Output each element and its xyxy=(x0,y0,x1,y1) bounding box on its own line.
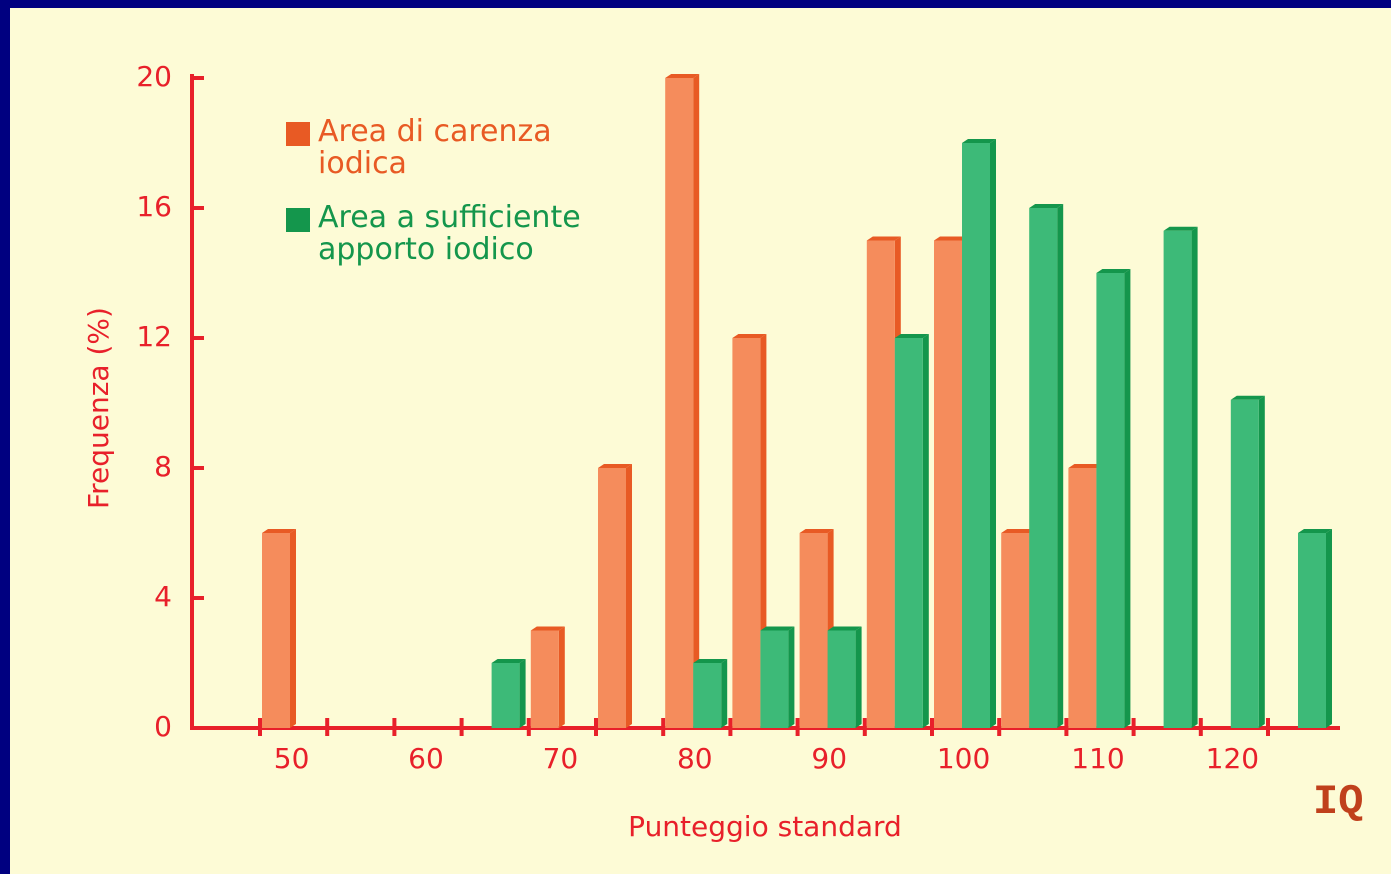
bar-top xyxy=(962,139,996,143)
y-tick-label: 8 xyxy=(154,450,172,483)
bar-side xyxy=(922,334,929,728)
chart: Frequenza (%) Punteggio standard IQ 0 4 8 1… xyxy=(82,60,1363,843)
y-tick-label: 16 xyxy=(136,190,172,223)
bar-side xyxy=(1258,395,1265,728)
legend-label: Area a sufficiente apporto iodico xyxy=(318,200,581,267)
bar xyxy=(894,338,923,728)
bar xyxy=(866,240,895,728)
bar xyxy=(1029,208,1058,728)
bar xyxy=(1068,468,1097,728)
bar-side xyxy=(1191,226,1198,728)
bar xyxy=(665,78,694,728)
bar xyxy=(262,533,290,728)
bar xyxy=(760,630,789,728)
x-tick-label: 90 xyxy=(811,742,847,775)
bar-top xyxy=(732,334,767,338)
bar-top xyxy=(262,529,296,533)
bar xyxy=(934,240,962,728)
bar-side xyxy=(558,626,565,728)
bar-side xyxy=(290,529,296,728)
bar xyxy=(1096,273,1125,728)
bar-top xyxy=(1298,529,1332,533)
bar-top xyxy=(760,626,795,631)
bar xyxy=(799,533,828,728)
x-tick-label: 110 xyxy=(1071,742,1124,775)
bar xyxy=(732,338,761,728)
bar-top xyxy=(693,659,728,663)
bar xyxy=(1001,533,1030,728)
bar-side xyxy=(693,74,700,728)
annotation: IQ xyxy=(1313,778,1363,826)
bar-side xyxy=(721,659,728,728)
y-axis-label: Frequenza (%) xyxy=(82,307,115,509)
bar xyxy=(1298,533,1326,728)
bar-top xyxy=(665,74,700,78)
bar-top xyxy=(1001,529,1036,533)
x-tick-label: 70 xyxy=(543,742,579,775)
y-tick-label: 20 xyxy=(136,60,172,93)
bar-top xyxy=(866,236,901,241)
bar-side xyxy=(990,139,996,728)
x-axis-label: Punteggio standard xyxy=(628,810,902,843)
bar-top xyxy=(1163,226,1198,231)
bar-side xyxy=(519,659,526,728)
bar-top xyxy=(1230,395,1265,400)
bar-side xyxy=(1057,204,1064,728)
x-tick-label: 50 xyxy=(274,742,310,775)
bar-top xyxy=(530,626,565,631)
x-tick-label: 120 xyxy=(1206,742,1259,775)
y-tick-label: 0 xyxy=(154,710,172,743)
bar-top xyxy=(1029,204,1064,208)
bar xyxy=(1163,230,1192,728)
y-tick-label: 12 xyxy=(136,320,172,353)
bar-top xyxy=(894,334,929,338)
bar-top xyxy=(598,464,632,468)
chart-frame: Frequenza (%) Punteggio standard IQ 0 4 8 1… xyxy=(10,8,1391,874)
bar xyxy=(1230,399,1259,728)
bar xyxy=(598,468,626,728)
bar-top xyxy=(491,659,526,663)
x-tick-label: 80 xyxy=(677,742,713,775)
bar-top xyxy=(827,626,862,631)
legend-swatch xyxy=(286,122,310,146)
bar xyxy=(530,630,559,728)
bar-top xyxy=(1096,269,1131,273)
x-tick-label: 60 xyxy=(408,742,444,775)
bar xyxy=(491,663,520,728)
bar-side xyxy=(1124,269,1131,728)
bar-top xyxy=(934,236,968,241)
bar xyxy=(962,143,990,728)
bar-top xyxy=(799,529,834,533)
bar-side xyxy=(626,464,632,728)
bar-side xyxy=(1326,529,1332,728)
bar xyxy=(827,630,856,728)
bar xyxy=(693,663,722,728)
y-tick-label: 4 xyxy=(154,580,172,613)
bar-side xyxy=(855,626,862,728)
legend-swatch xyxy=(286,208,310,232)
x-tick-label: 100 xyxy=(937,742,990,775)
bar-side xyxy=(788,626,795,728)
legend-label: Area di carenza iodica xyxy=(318,114,552,181)
bar-top xyxy=(1068,464,1103,468)
